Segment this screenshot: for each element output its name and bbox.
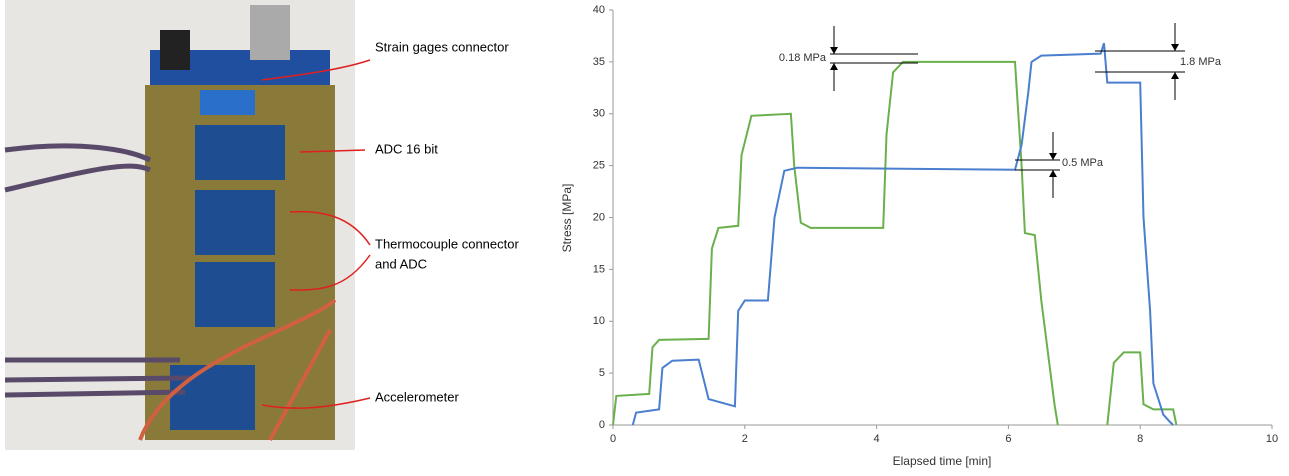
x-tick-label: 0 xyxy=(610,433,616,445)
wires xyxy=(4,143,191,398)
y-tick-label: 5 xyxy=(599,367,605,379)
y-tick-label: 10 xyxy=(593,315,605,327)
y-tick-label: 20 xyxy=(593,211,605,223)
photo-label: Thermocouple connector xyxy=(375,236,519,251)
tc-board xyxy=(195,262,275,327)
photo-label: and ADC xyxy=(375,256,427,271)
x-tick-label: 2 xyxy=(742,433,748,445)
photo-label: ADC 16 bit xyxy=(375,141,438,156)
terminal xyxy=(200,90,255,115)
x-tick-label: 10 xyxy=(1266,433,1278,445)
data-line xyxy=(612,60,1178,426)
arrow-head xyxy=(1171,44,1179,79)
y-tick-label: 35 xyxy=(593,56,605,68)
accel-board xyxy=(170,365,255,430)
data-line xyxy=(631,42,1174,426)
photo-label: Strain gages connector xyxy=(375,39,509,54)
x-axis-label: Elapsed time [min] xyxy=(893,454,992,468)
x-tick-label: 4 xyxy=(874,433,880,445)
y-axis-label: Stress [MPa] xyxy=(560,184,574,253)
y-tick-label: 0 xyxy=(599,419,605,431)
y-tick-label: 40 xyxy=(593,4,605,16)
photo: Strain gages connector ADC 16 bit Thermo… xyxy=(4,0,519,450)
wires xyxy=(138,298,337,441)
annotation: 1.8 MPa xyxy=(1180,56,1222,68)
arrows xyxy=(261,59,371,409)
y-tick-label: 30 xyxy=(593,108,605,120)
y-tick-label: 15 xyxy=(593,263,605,275)
arrow-head xyxy=(830,47,838,70)
y-tick-label: 25 xyxy=(593,160,605,172)
usb-port xyxy=(250,5,290,60)
power-jack xyxy=(160,30,190,70)
photo-label: Accelerometer xyxy=(375,389,459,404)
annotation: 0.18 MPa xyxy=(779,52,827,64)
adc-board xyxy=(195,125,285,180)
tc-board xyxy=(195,190,275,255)
x-tick-label: 8 xyxy=(1137,433,1143,445)
arrow-head xyxy=(1049,153,1057,177)
x-tick-label: 6 xyxy=(1005,433,1011,445)
annotation: 0.5 MPa xyxy=(1062,157,1104,169)
